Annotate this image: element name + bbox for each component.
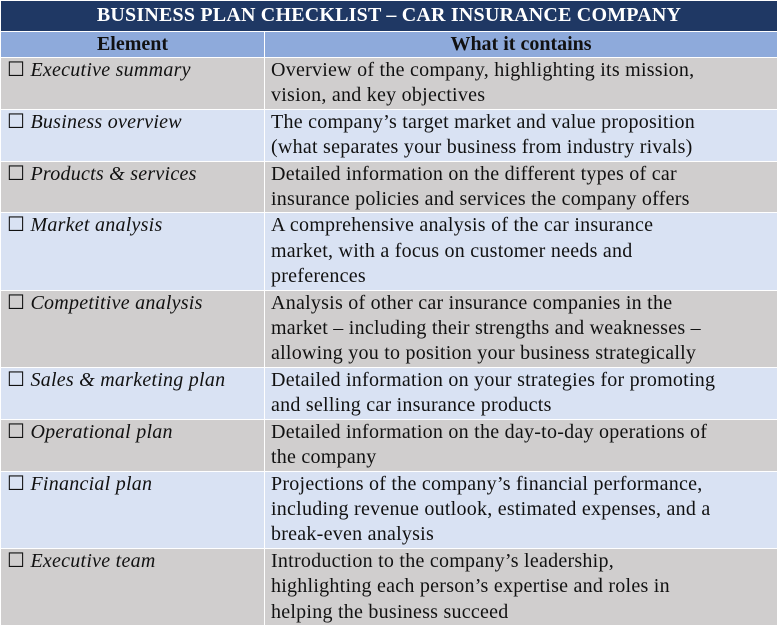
element-cell: ☐ Operational plan <box>0 418 265 472</box>
column-header-element: Element <box>0 31 265 58</box>
element-cell: ☐ Competitive analysis <box>0 289 265 368</box>
contents-line: including revenue outlook, estimated exp… <box>271 497 711 520</box>
element-label: Competitive analysis <box>30 291 203 314</box>
table-row: ☐ Products & services Detailed informatio… <box>0 160 778 214</box>
element-cell: ☐ Business overview <box>0 108 265 162</box>
element-label: Business overview <box>30 110 182 133</box>
contents-cell: Overview of the company, highlighting it… <box>264 57 778 110</box>
checkbox-icon[interactable]: ☐ <box>7 368 26 391</box>
table-row: ☐ Executive team Introduction to the comp… <box>0 547 778 626</box>
contents-line: Projections of the company’s financial p… <box>271 472 703 495</box>
contents-line: Detailed information on the day-to-day o… <box>271 420 708 443</box>
element-label: Sales & marketing plan <box>30 368 226 391</box>
contents-line: A comprehensive analysis of the car insu… <box>271 214 654 237</box>
contents-line: Introduction to the company’s leadership… <box>271 549 614 572</box>
contents-cell: Introduction to the company’s leadership… <box>264 547 778 626</box>
checkbox-icon[interactable]: ☐ <box>7 549 26 572</box>
contents-cell: Projections of the company’s financial p… <box>264 470 778 549</box>
contents-line: Overview of the company, highlighting it… <box>271 59 695 81</box>
contents-line: Detailed information on your strategies … <box>271 368 716 391</box>
contents-line: Analysis of other car insurance companie… <box>271 291 673 314</box>
table-row: ☐ Operational plan Detailed information o… <box>0 418 778 472</box>
contents-cell: The company’s target market and value pr… <box>264 108 778 162</box>
element-cell: ☐ Market analysis <box>0 212 265 291</box>
contents-line: the company <box>271 446 377 469</box>
checkbox-icon[interactable]: ☐ <box>7 420 26 443</box>
element-cell: ☐ Sales & marketing plan <box>0 366 265 420</box>
checkbox-icon[interactable]: ☐ <box>7 214 26 237</box>
checkbox-icon[interactable]: ☐ <box>7 110 26 133</box>
contents-line: insurance policies and services the comp… <box>271 188 690 211</box>
table-row: ☐ Executive summary Overview of the compa… <box>0 57 778 110</box>
checkbox-icon[interactable]: ☐ <box>7 472 26 495</box>
table-row: ☐ Competitive analysis Analysis of other … <box>0 289 778 368</box>
checkbox-icon[interactable]: ☐ <box>7 59 26 81</box>
element-label: Executive summary <box>30 59 191 81</box>
element-cell: ☐ Executive team <box>0 547 265 626</box>
contents-line: allowing you to position your business s… <box>271 342 697 365</box>
table-row: ☐ Financial plan Projections of the compa… <box>0 470 778 549</box>
table-row: ☐ Sales & marketing plan Detailed informa… <box>0 366 778 420</box>
contents-cell: A comprehensive analysis of the car insu… <box>264 212 778 291</box>
table-row: ☐ Market analysis A comprehensive analysi… <box>0 212 778 291</box>
contents-cell: Detailed information on the day-to-day o… <box>264 418 778 472</box>
contents-line: and selling car insurance products <box>271 394 552 417</box>
checkbox-icon[interactable]: ☐ <box>7 291 26 314</box>
contents-cell: Detailed information on your strategies … <box>264 366 778 420</box>
contents-line: market – including their strengths and w… <box>271 317 701 340</box>
checkbox-icon[interactable]: ☐ <box>7 162 26 185</box>
contents-line: preferences <box>271 265 366 288</box>
contents-line: The company’s target market and value pr… <box>271 110 695 133</box>
contents-line: break-even analysis <box>271 523 435 546</box>
contents-line: (what separates your business from indus… <box>271 136 693 159</box>
contents-cell: Analysis of other car insurance companie… <box>264 289 778 368</box>
column-header-contents: What it contains <box>264 31 778 58</box>
element-cell: ☐ Products & services <box>0 160 265 214</box>
contents-line: highlighting each person’s expertise and… <box>271 575 670 598</box>
table-row: ☐ Business overview The company’s target … <box>0 108 778 162</box>
contents-cell: Detailed information on the different ty… <box>264 160 778 214</box>
contents-line: Detailed information on the different ty… <box>271 162 677 185</box>
element-label: Executive team <box>30 549 156 572</box>
element-label: Financial plan <box>30 472 153 495</box>
element-cell: ☐ Financial plan <box>0 470 265 549</box>
contents-line: vision, and key objectives <box>271 84 486 107</box>
contents-line: market, with a focus on customer needs a… <box>271 239 633 262</box>
element-label: Market analysis <box>30 214 163 237</box>
element-label: Operational plan <box>30 420 173 443</box>
table-title: BUSINESS PLAN CHECKLIST – CAR INSURANCE … <box>0 0 778 32</box>
element-cell: ☐ Executive summary <box>0 57 265 110</box>
contents-line: helping the business succeed <box>271 600 509 623</box>
element-label: Products & services <box>30 162 197 185</box>
